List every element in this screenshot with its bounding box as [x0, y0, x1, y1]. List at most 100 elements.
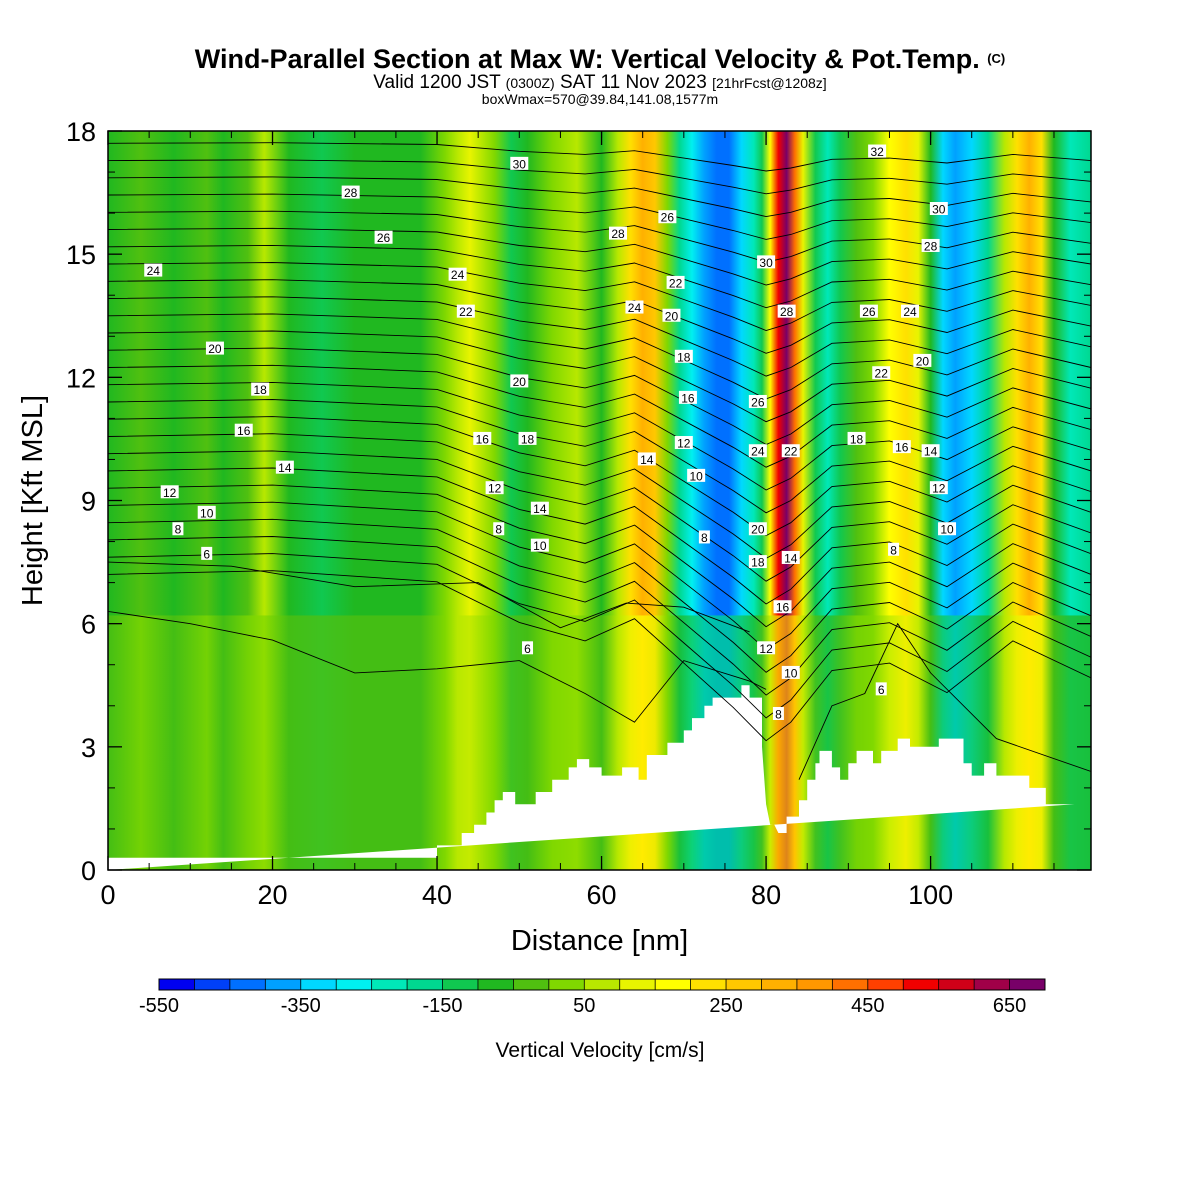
colorbar-swatch — [229, 979, 266, 990]
theta-label-text: 18 — [254, 383, 268, 397]
theta-label-text: 24 — [147, 264, 161, 278]
colorbar-swatch — [300, 979, 337, 990]
theta-label-bg — [510, 374, 529, 388]
colorbar-swatch — [548, 979, 585, 990]
colorbar-swatch — [938, 979, 975, 990]
theta-label: 18 — [847, 431, 866, 446]
chart-subtitle: Valid 1200 JST (0300Z) SAT 11 Nov 2023 [… — [0, 72, 1200, 93]
colorbar-swatch — [974, 979, 1010, 990]
theta-label-text: 12 — [759, 642, 773, 656]
theta-label: 8 — [172, 522, 184, 537]
colorbar-swatch — [442, 979, 479, 990]
colorbar-swatch — [761, 979, 798, 990]
theta-label: 14 — [921, 444, 940, 459]
theta-label-text: 12 — [932, 482, 946, 496]
theta-contour-line — [108, 176, 1091, 218]
theta-label-bg — [275, 460, 294, 474]
valid-time-label: Valid 1200 JST — [373, 72, 501, 93]
theta-label: 10 — [197, 505, 216, 520]
theta-label-bg — [875, 682, 887, 696]
theta-label-text: 28 — [780, 305, 794, 319]
theta-label: 20 — [205, 341, 224, 356]
theta-label-bg — [530, 501, 549, 515]
theta-contour-line — [108, 536, 1091, 696]
theta-label-text: 20 — [208, 342, 222, 356]
y-tick-label: 0 — [81, 856, 96, 886]
theta-label-bg — [921, 238, 940, 252]
theta-label-bg — [929, 481, 948, 495]
theta-label: 16 — [678, 390, 697, 405]
theta-label-bg — [201, 546, 213, 560]
chart-title-text: Wind-Parallel Section at Max W: Vertical… — [194, 44, 980, 74]
theta-label-bg — [637, 452, 656, 466]
theta-label-text: 24 — [751, 445, 765, 459]
theta-label-text: 26 — [862, 305, 876, 319]
theta-label-bg — [251, 382, 270, 396]
theta-label-bg — [172, 522, 184, 536]
theta-label: 30 — [757, 255, 776, 270]
theta-label-bg — [773, 600, 792, 614]
theta-label-bg — [678, 390, 697, 404]
theta-label-bg — [921, 444, 940, 458]
colorbar-swatch — [903, 979, 940, 990]
colorbar-swatch — [690, 979, 727, 990]
theta-label-bg — [674, 436, 693, 450]
theta-label-text: 28 — [924, 239, 938, 253]
theta-contours — [108, 142, 1091, 780]
theta-label: 18 — [518, 431, 537, 446]
theta-label: 18 — [674, 349, 693, 364]
theta-label: 22 — [872, 366, 891, 381]
theta-label-bg — [781, 444, 800, 458]
colorbar-swatch — [194, 979, 231, 990]
y-tick-label: 6 — [81, 610, 96, 640]
colorbar-swatch — [407, 979, 443, 990]
theta-label: 26 — [748, 394, 767, 409]
theta-label: 8 — [888, 542, 900, 557]
theta-label-text: 30 — [932, 203, 946, 217]
theta-label-text: 20 — [665, 309, 679, 323]
theta-label-text: 6 — [524, 642, 531, 656]
theta-label-bg — [518, 431, 537, 445]
theta-label-bg — [901, 304, 920, 318]
theta-contour-line — [108, 484, 1091, 628]
theta-label-text: 16 — [237, 424, 251, 438]
theta-label-text: 14 — [640, 453, 654, 467]
colorbar-swatch — [371, 979, 408, 990]
y-tick-label: 3 — [81, 733, 96, 763]
theta-label: 24 — [748, 444, 767, 459]
box-info-label: boxWmax=570@39.84,141.08,1577m — [481, 91, 719, 107]
colorbar-swatch — [867, 979, 904, 990]
theta-label: 20 — [662, 308, 681, 323]
theta-contour-line — [108, 313, 1091, 400]
theta-label-text: 8 — [701, 531, 708, 545]
colorbar-frame — [158, 978, 1046, 991]
theta-label-text: 22 — [875, 367, 889, 381]
theta-contour-line — [108, 518, 1091, 673]
theta-label-text: 12 — [488, 482, 502, 496]
theta-label-bg — [748, 522, 767, 536]
colorbar-swatch — [336, 979, 373, 990]
x-tick-label: 100 — [908, 880, 953, 910]
theta-label-text: 10 — [533, 539, 547, 553]
colorbar-tick-label: 50 — [573, 995, 595, 1017]
theta-contour-line — [108, 399, 1091, 514]
y-tick-label: 9 — [81, 487, 96, 517]
colorbar-tick-label: 450 — [851, 995, 884, 1017]
theta-label-bg — [485, 481, 504, 495]
theta-label-bg — [872, 366, 891, 380]
theta-label: 32 — [868, 144, 887, 159]
theta-label-bg — [530, 538, 549, 552]
colorbar-swatch — [584, 979, 621, 990]
theta-label-text: 20 — [513, 375, 527, 389]
theta-contour-line — [108, 501, 1091, 651]
theta-label-text: 22 — [784, 445, 798, 459]
theta-label-bg — [666, 275, 685, 289]
theta-label: 18 — [748, 555, 767, 570]
theta-contour-line — [108, 467, 1091, 605]
theta-label: 26 — [374, 230, 393, 245]
x-tick-label: 0 — [100, 880, 115, 910]
y-tick-label: 18 — [66, 117, 96, 147]
theta-contour-line — [108, 416, 1091, 537]
theta-contour-line — [108, 450, 1091, 582]
theta-contour-line — [108, 561, 750, 633]
